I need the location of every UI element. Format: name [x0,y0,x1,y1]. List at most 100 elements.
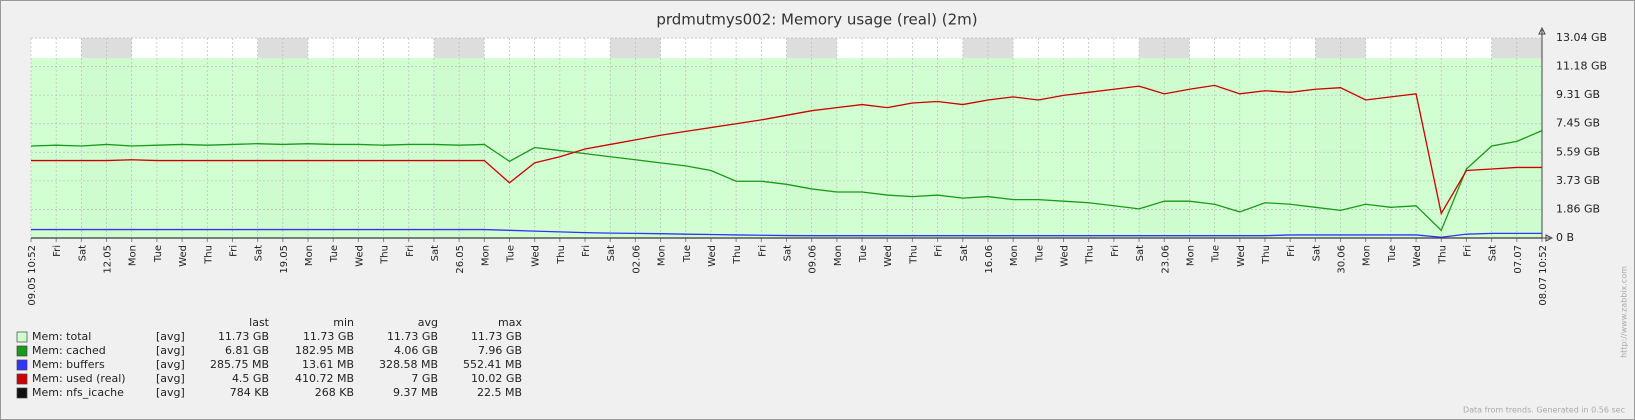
legend-stat: 784 KB [230,386,269,399]
legend-name: Mem: buffers [32,358,105,371]
legend-stat: 4.06 GB [394,344,438,357]
x-tick-label: Tue [682,245,693,263]
legend-function: [avg] [156,330,185,343]
x-tick-label: Tue [1034,245,1045,263]
x-tick-label: Thu [1261,245,1272,265]
x-tick-label: Thu [203,245,214,265]
x-tick-label: Mon [128,245,139,266]
x-tick-label: Thu [1437,245,1448,265]
y-axis-arrow [1538,26,1546,35]
x-tick-label: 23.06 [1160,245,1171,274]
y-tick-label: 7.45 GB [1556,117,1600,130]
legend-function: [avg] [156,344,185,357]
x-tick-label: Wed [178,245,189,267]
x-tick-label: 07.07 [1513,245,1524,274]
x-tick-label: Thu [732,245,743,265]
legend-stat: 552.41 MB [463,358,522,371]
x-tick-label: Sat [783,245,794,261]
series-line [30,130,1543,232]
legend-name: Mem: cached [32,344,106,357]
x-tick-label: Fri [934,245,945,257]
legend-function: [avg] [156,386,185,399]
x-tick-label: Mon [480,245,491,266]
x-tick-label: Wed [1060,245,1071,267]
legend-stat: 11.73 GB [387,330,438,343]
legend-header: avg [418,316,438,329]
x-tick-label: Fri [757,245,768,257]
x-tick-label: Sat [1488,245,1499,261]
watermark: http://www.zabbix.com [1620,266,1629,358]
x-tick-label: Fri [405,245,416,257]
x-tick-label: Tue [1387,245,1398,263]
y-tick-label: 5.59 GB [1556,145,1600,158]
y-tick-label: 11.18 GB [1556,60,1607,73]
legend-swatch [16,359,28,371]
legend-header: max [498,316,522,329]
x-tick-label: Wed [707,245,718,267]
x-tick-label: Thu [908,245,919,265]
y-tick-label: 13.04 GB [1556,31,1607,44]
x-tick-label: Wed [883,245,894,267]
legend-stat: 4.5 GB [232,372,269,385]
legend-stat: 22.5 MB [477,386,522,399]
x-tick-label: 26.05 [455,245,466,274]
x-tick-label: Fri [1462,245,1473,257]
legend-function: [avg] [156,372,185,385]
x-tick-label: Mon [1362,245,1373,266]
x-tick-label: Thu [1085,245,1096,265]
legend-stat: 10.02 GB [471,372,522,385]
x-axis-arrow [1545,234,1554,242]
legend-stat: 285.75 MB [210,358,269,371]
legend-swatch [16,387,28,399]
y-tick-label: 3.73 GB [1556,174,1600,187]
x-tick-label: 09.06 [808,245,819,274]
x-tick-label: Thu [556,245,567,265]
x-tick-label: Mon [657,245,668,266]
x-tick-label: Mon [1185,245,1196,266]
y-tick-label: 1.86 GB [1556,202,1600,215]
legend-stat: 13.61 MB [302,358,354,371]
x-tick-label: Fri [228,245,239,257]
x-tick-label: 30.06 [1337,245,1348,274]
legend-stat: 268 KB [315,386,354,399]
x-tick-label: Sat [606,245,617,261]
x-tick-label: Fri [581,245,592,257]
legend-name: Mem: nfs_icache [32,386,124,399]
x-tick-label: Mon [304,245,315,266]
y-tick-label: 0 B [1556,231,1574,244]
x-tick-label: Sat [430,245,441,261]
x-tick-label: Wed [1236,245,1247,267]
x-tick-label: 12.05 [103,245,114,274]
legend-stat: 6.81 GB [225,344,269,357]
x-tick-label: Tue [505,245,516,263]
chart-title: prdmutmys002: Memory usage (real) (2m) [656,11,977,29]
legend-stat: 11.73 GB [471,330,522,343]
x-tick-label: 16.06 [984,245,995,274]
x-tick-label: Sat [959,245,970,261]
legend-stat: 11.73 GB [218,330,269,343]
series-line [31,228,1542,238]
x-tick-label: Wed [1412,245,1423,267]
x-tick-label: Sat [77,245,88,261]
x-tick-label: 09.05 10:52 [27,245,38,306]
x-tick-label: Wed [531,245,542,267]
legend-header: last [249,316,270,329]
x-tick-label: Tue [858,245,869,263]
footer: Data from trends. Generated in 0.56 sec [1463,406,1625,415]
x-tick-label: Fri [1110,245,1121,257]
y-tick-label: 9.31 GB [1556,88,1600,101]
legend-swatch [16,331,28,343]
x-tick-label: Mon [1009,245,1020,266]
x-tick-label: 02.06 [631,245,642,274]
legend-name: Mem: used (real) [32,372,126,385]
legend-name: Mem: total [32,330,91,343]
legend-stat: 9.37 MB [393,386,438,399]
legend-swatch [16,373,28,385]
legend-stat: 328.58 MB [379,358,438,371]
legend-swatch [16,345,28,357]
x-tick-label: Sat [254,245,265,261]
legend-stat: 7 GB [411,372,438,385]
x-tick-label: Wed [354,245,365,267]
